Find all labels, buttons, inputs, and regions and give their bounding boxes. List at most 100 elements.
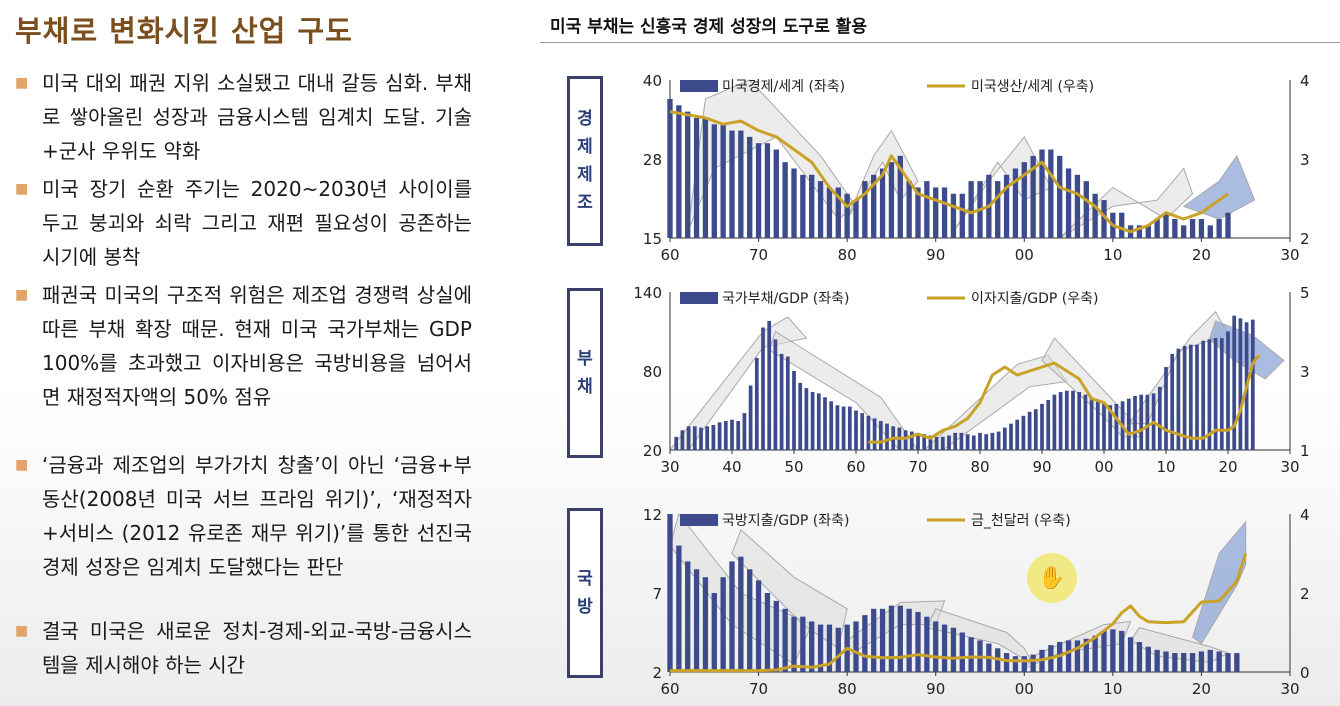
bullet-item: ■ 결국 미국은 새로운 정치-경제-외교-국방-금융시스템을 제시해야 하는 … [15, 614, 472, 682]
x-tick-label: 10 [1103, 246, 1122, 264]
bar [1012, 656, 1019, 672]
bar [1064, 390, 1069, 450]
bar [773, 339, 778, 450]
y-left-tick-label: 80 [643, 363, 662, 381]
bar [676, 545, 682, 672]
bar [996, 431, 1001, 450]
bar [764, 593, 771, 672]
bar [1065, 640, 1072, 672]
trend-arrow [1129, 627, 1230, 664]
bar [729, 561, 735, 672]
bar [773, 149, 779, 238]
bar [823, 397, 827, 450]
y-left-tick-label: 140 [633, 284, 662, 302]
y-left-tick-label: 40 [643, 72, 662, 90]
bar [878, 421, 883, 450]
legend-bar-label: 국가부채/GDP (좌축) [722, 291, 849, 307]
bar [1225, 653, 1231, 672]
bar [1083, 638, 1089, 672]
bullet-square-icon: ■ [15, 457, 29, 473]
bullet-square-icon: ■ [15, 287, 29, 303]
bar [947, 435, 951, 450]
bar [1216, 219, 1222, 238]
bullet-text: 결국 미국은 새로운 정치-경제-외교-국방-금융시스템을 제시해야 하는 시간 [42, 619, 472, 677]
bar [1021, 656, 1027, 672]
bar [791, 168, 797, 238]
bar [693, 569, 700, 672]
bar [1065, 168, 1072, 238]
bar [1189, 219, 1196, 238]
bar [1139, 394, 1144, 450]
bar [835, 187, 841, 238]
bar [1039, 149, 1045, 238]
bar [685, 561, 691, 672]
bar [1238, 318, 1243, 450]
bar [909, 431, 914, 450]
series-line [868, 354, 1261, 444]
bullet-text: ‘금융과 제조업의 부가가치 창출’이 아닌 ‘금융+부동산(2008년 미국 … [42, 453, 472, 579]
bar [968, 637, 974, 672]
legend-bar-swatch [680, 80, 718, 92]
bar [723, 421, 728, 450]
bar [1040, 403, 1044, 450]
y-left-tick-label: 28 [643, 151, 662, 169]
bar [1083, 394, 1088, 450]
bar [888, 162, 895, 238]
bullet-square-icon: ■ [15, 75, 29, 91]
bar [928, 435, 933, 450]
bar [1021, 162, 1027, 238]
bar [941, 187, 948, 238]
trend-arrow [922, 354, 1068, 451]
bar [1154, 649, 1160, 672]
bar [906, 608, 912, 672]
bar [1003, 653, 1010, 672]
bar [826, 187, 833, 238]
bar [990, 432, 995, 450]
bar [1145, 394, 1150, 450]
bar [941, 624, 948, 672]
y-left-tick-label: 7 [652, 585, 662, 603]
bar [1003, 174, 1010, 238]
side-label-char: 제 [577, 137, 593, 157]
bar [1225, 212, 1231, 238]
bullet-text: 패권국 미국의 구조적 위험은 제조업 경쟁력 상실에 따른 부채 확장 때문.… [42, 283, 472, 409]
bar [779, 353, 784, 450]
y-right-tick-label: 45 [1300, 72, 1310, 90]
bar [1126, 398, 1131, 450]
bar [1164, 367, 1168, 450]
y-left-tick-label: 20 [643, 442, 662, 460]
bar [667, 514, 673, 672]
bar [685, 111, 691, 238]
bar [693, 117, 700, 238]
bar [1089, 397, 1094, 450]
bar [959, 193, 965, 238]
bar [871, 608, 877, 672]
x-tick-label: 30 [1280, 680, 1299, 698]
x-tick-label: 70 [749, 680, 768, 698]
legend-bar-label: 국방지출/GDP (좌축) [722, 513, 849, 529]
y-right-tick-label: 5 [1300, 284, 1310, 302]
bar [1234, 653, 1240, 672]
bar [950, 193, 957, 238]
bar [667, 98, 673, 239]
bar [711, 124, 717, 238]
x-tick-label: 70 [908, 458, 927, 476]
bar [817, 181, 824, 238]
bar [742, 413, 747, 450]
bar [1030, 654, 1036, 672]
y-right-tick-label: 3 [1300, 363, 1310, 381]
bar [1127, 637, 1134, 672]
bar [826, 624, 833, 672]
bar [1002, 427, 1007, 450]
bar [829, 401, 834, 450]
legend-bar-swatch [680, 292, 718, 304]
side-label-char: 조 [577, 193, 593, 213]
bar [971, 435, 976, 450]
bar [897, 155, 903, 238]
x-tick-label: 80 [970, 458, 989, 476]
bar [1195, 344, 1199, 450]
x-tick-label: 10 [1103, 680, 1122, 698]
y-right-tick-label: 2 [1300, 585, 1310, 603]
bar [1207, 649, 1213, 672]
bar [1163, 212, 1169, 238]
